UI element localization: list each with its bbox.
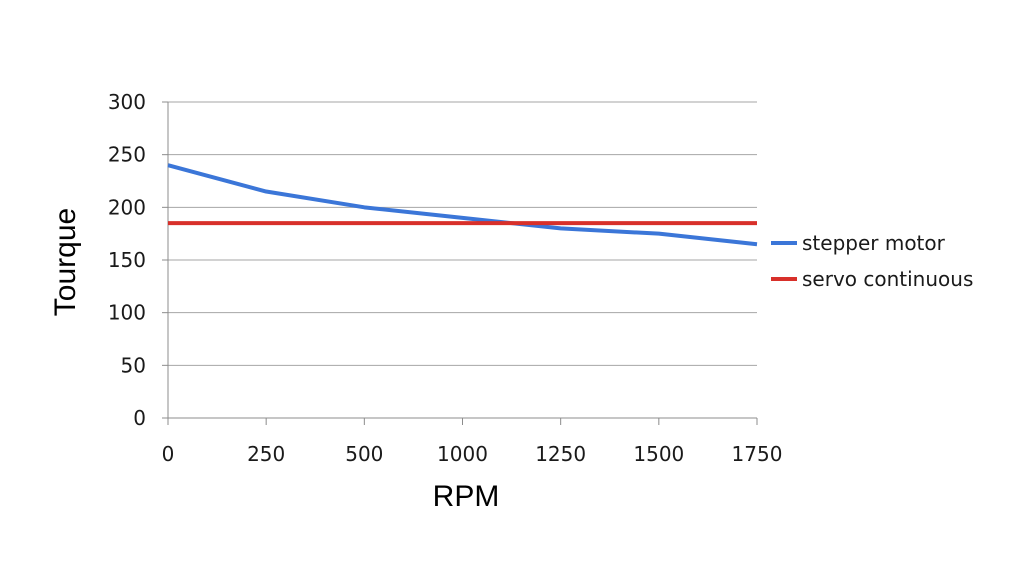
x-axis-ticks: 0 250 500 1000 1250 1500 1750 [162, 418, 783, 466]
y-tick-label: 100 [108, 301, 146, 325]
y-axis-ticks: 0 50 100 150 200 250 300 [108, 90, 168, 430]
legend-label-stepper-motor: stepper motor [802, 231, 946, 255]
y-tick-label: 150 [108, 248, 146, 272]
x-tick-label: 1250 [535, 442, 586, 466]
y-tick-label: 50 [121, 353, 146, 377]
y-tick-label: 250 [108, 143, 146, 167]
x-axis-title: RPM [433, 480, 500, 513]
x-tick-label: 250 [247, 442, 285, 466]
x-tick-label: 1000 [437, 442, 488, 466]
y-tick-label: 0 [133, 406, 146, 430]
series-lines [167, 163, 758, 247]
series-line-stepper-motor [167, 163, 758, 247]
gridlines [168, 101, 757, 366]
x-tick-label: 500 [345, 442, 383, 466]
y-tick-label: 300 [108, 90, 146, 114]
legend: stepper motor servo continuous [771, 231, 973, 291]
x-tick-label: 1500 [633, 442, 684, 466]
y-tick-label: 200 [108, 195, 146, 219]
x-tick-label: 0 [162, 442, 175, 466]
legend-label-servo-continuous: servo continuous [802, 267, 973, 291]
x-tick-label: 1750 [732, 442, 783, 466]
y-axis-title: Tourque [49, 208, 82, 316]
